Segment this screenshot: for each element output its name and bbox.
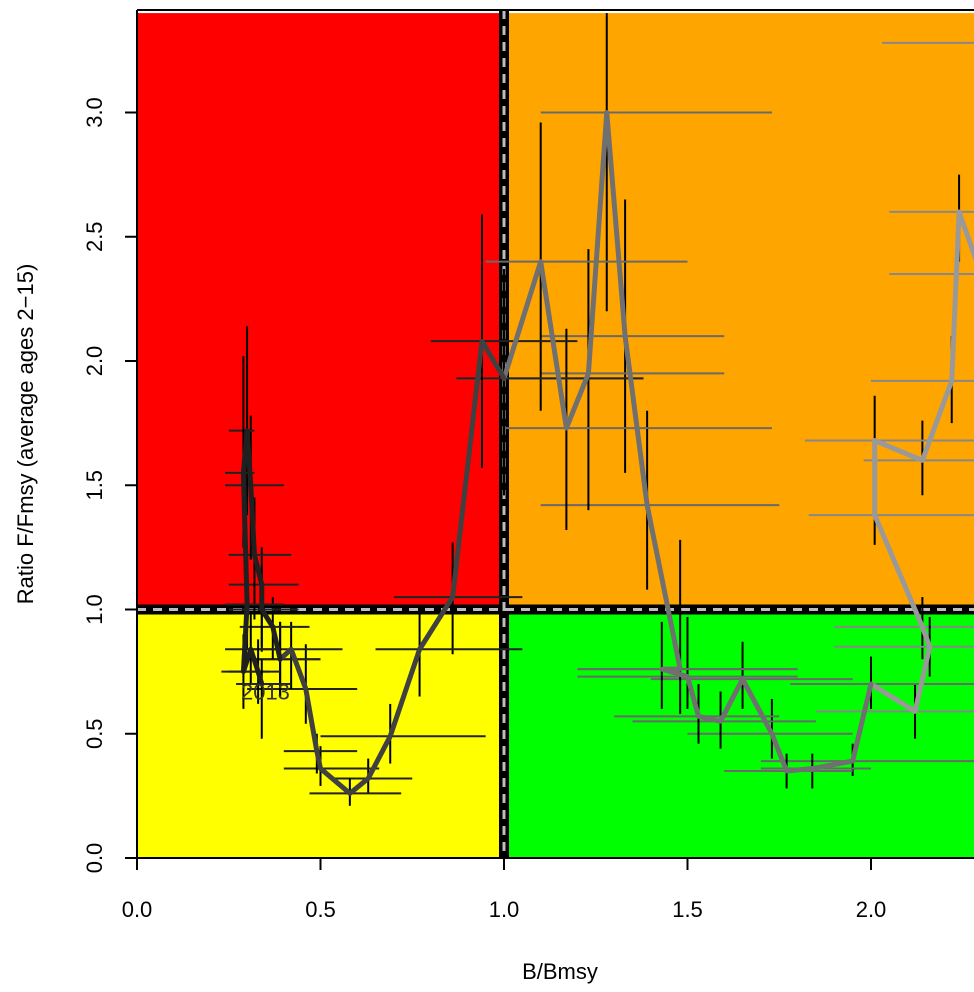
y-tick-label: 0.0 xyxy=(82,843,107,874)
x-tick-label: 0.5 xyxy=(305,897,336,922)
annotations: 2013 xyxy=(241,680,290,705)
x-tick-label: 1.5 xyxy=(672,897,703,922)
y-axis: 0.0 0.5 1.0 1.5 2.0 2.5 3.0 xyxy=(82,97,137,873)
y-tick-label: 2.5 xyxy=(82,221,107,252)
trajectory-series-1 xyxy=(868,209,974,714)
y-tick-label: 2.0 xyxy=(82,346,107,377)
annotation-label: 2013 xyxy=(241,680,290,705)
trajectory-series-4 xyxy=(240,428,283,687)
x-axis-title: B/Bmsy xyxy=(522,959,598,984)
x-tick-label: 1.0 xyxy=(489,897,520,922)
x-axis: 0.0 0.5 1.0 1.5 2.0 xyxy=(122,858,887,922)
trajectory-series-3 xyxy=(277,338,507,796)
quadrant-overfished-overfishing xyxy=(137,13,504,610)
trajectory-lines xyxy=(240,110,974,796)
y-tick-label: 1.0 xyxy=(82,594,107,625)
x-tick-label: 2.0 xyxy=(856,897,887,922)
y-tick-label: 0.5 xyxy=(82,718,107,749)
plot-frame xyxy=(136,9,974,859)
y-tick-label: 1.5 xyxy=(82,470,107,501)
y-axis-title: Ratio F/Fmsy (average ages 2−15) xyxy=(13,264,38,605)
quadrant-overfished-no-overfishing xyxy=(137,609,504,858)
trajectory-series-2 xyxy=(501,110,874,774)
y-tick-label: 3.0 xyxy=(82,97,107,128)
x-tick-label: 0.0 xyxy=(122,897,153,922)
quadrant-not-overfished-overfishing xyxy=(504,13,974,610)
